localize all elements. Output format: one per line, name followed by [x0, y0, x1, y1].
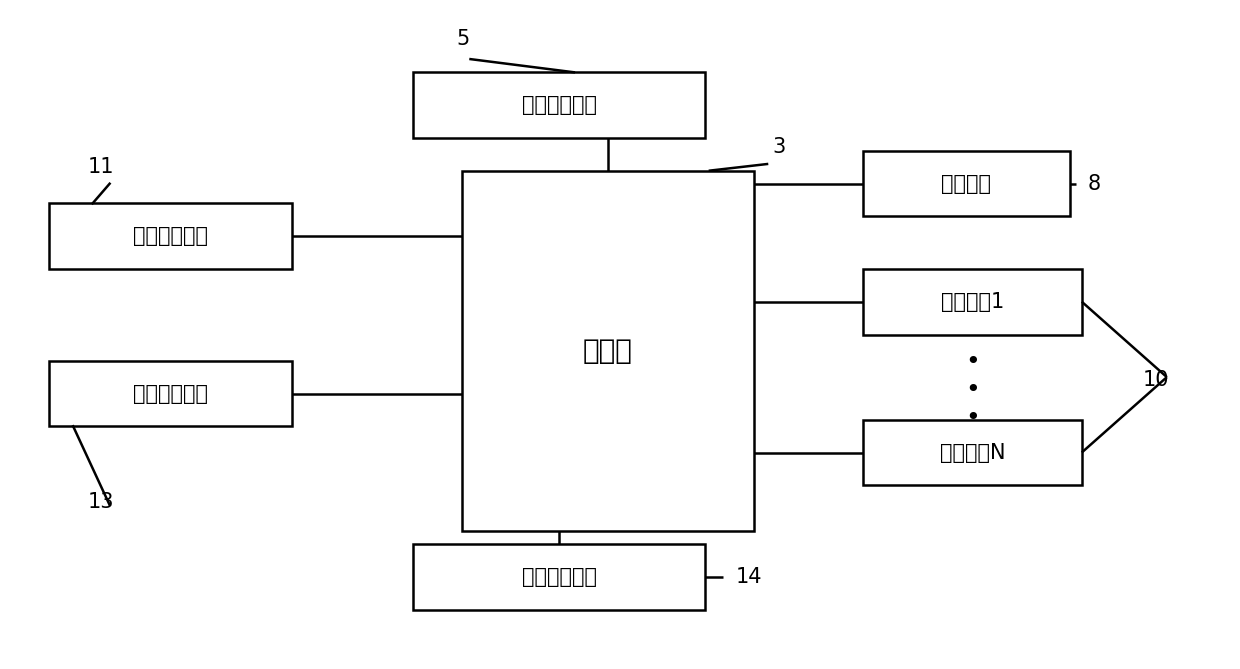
Text: 14: 14	[735, 567, 761, 587]
Text: 坐姿检测装置: 坐姿检测装置	[522, 567, 596, 587]
Text: 选菜按钮N: 选菜按钮N	[940, 442, 1006, 462]
Bar	[463, 171, 754, 531]
Bar	[48, 361, 291, 426]
Bar	[863, 269, 1081, 334]
Text: 13: 13	[88, 492, 114, 512]
Text: 3: 3	[771, 138, 785, 157]
Text: 位置检测装置: 位置检测装置	[522, 95, 596, 115]
Bar	[863, 419, 1081, 485]
Bar	[863, 151, 1070, 217]
Text: 5: 5	[456, 29, 469, 50]
Text: 10: 10	[1142, 371, 1169, 391]
Text: 控制器: 控制器	[583, 337, 632, 365]
Bar	[413, 545, 706, 610]
Bar	[48, 203, 291, 269]
Text: •
•
•: • • •	[965, 351, 980, 430]
Text: 选菜按钮1: 选菜按钮1	[941, 292, 1004, 312]
Text: 第一称重装置: 第一称重装置	[133, 226, 208, 246]
Text: 8: 8	[1087, 174, 1101, 194]
Text: 第二称重装置: 第二称重装置	[133, 383, 208, 403]
Bar	[413, 72, 706, 138]
Text: 11: 11	[88, 157, 114, 177]
Text: 调速电机: 调速电机	[941, 174, 991, 194]
